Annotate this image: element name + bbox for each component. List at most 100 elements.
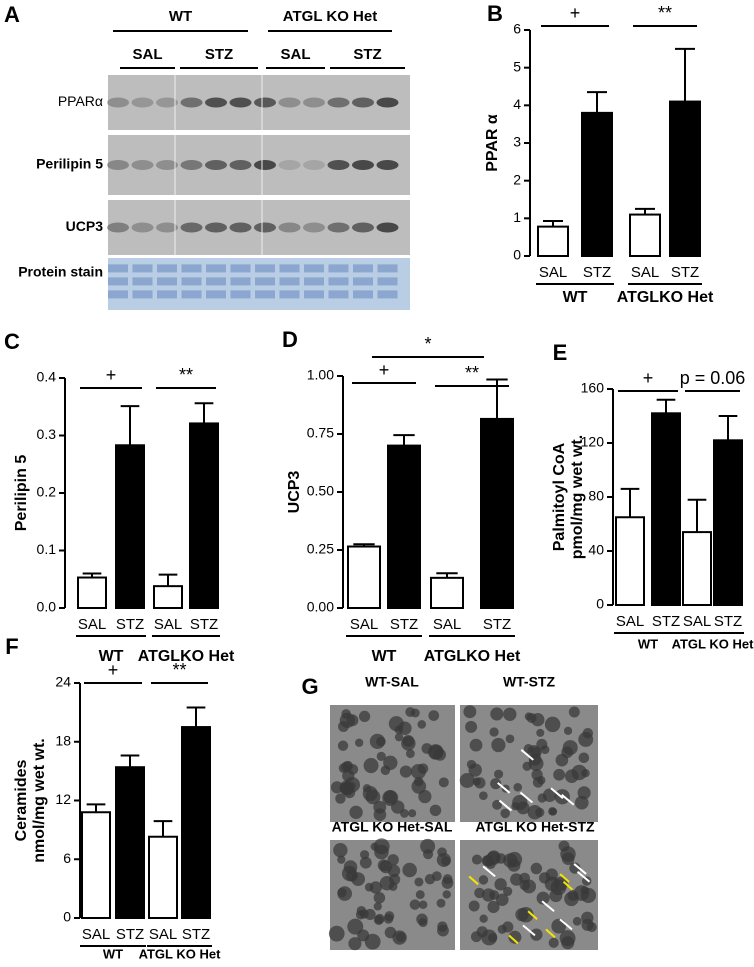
significance-label: +	[108, 660, 119, 680]
x-tick-label: STZ	[671, 264, 699, 281]
mitochondrion	[373, 902, 382, 911]
mitochondrion	[530, 862, 543, 875]
x-tick-label: STZ	[116, 616, 144, 633]
arrow	[520, 749, 534, 761]
arrow	[519, 791, 534, 804]
blot-row-label: UCP3	[66, 218, 104, 234]
mitochondrion	[328, 925, 345, 942]
bar	[713, 439, 743, 606]
stain-band	[108, 264, 128, 273]
mitochondrion	[569, 862, 581, 874]
y-tick-label: 0.50	[307, 483, 334, 499]
y-tick-label: 6	[63, 850, 71, 866]
y-tick-label: 120	[581, 434, 605, 450]
mitochondrion	[586, 922, 597, 933]
mitochondrion	[505, 734, 515, 744]
panel-letter: D	[282, 327, 298, 352]
mitochondrion	[364, 882, 374, 892]
mitochondrion	[428, 710, 440, 721]
bar	[181, 726, 211, 919]
group-label: ATGLKO Het	[617, 289, 714, 306]
micrograph-label: WT-SAL	[365, 674, 419, 690]
mitochondrion	[374, 844, 389, 860]
mitochondrion	[468, 763, 482, 777]
mitochondrion	[516, 801, 530, 815]
mitochondrion	[536, 891, 550, 905]
bar	[347, 545, 381, 610]
y-tick-label: 0.25	[307, 541, 334, 557]
stain-band	[328, 264, 349, 273]
stain-band	[377, 277, 398, 286]
mitochondrion	[496, 893, 509, 907]
y-axis-label: Palmitoyl CoA	[551, 442, 568, 551]
x-tick-label: STZ	[583, 264, 611, 281]
significance-label: **	[465, 363, 479, 383]
mitochondrion	[398, 721, 412, 736]
arrow	[559, 918, 573, 931]
blot-band	[303, 160, 325, 170]
stain-band	[255, 277, 275, 286]
mitochondrion	[335, 793, 346, 804]
mitochondrion	[530, 928, 543, 941]
mitochondrion	[380, 765, 391, 776]
mitochondrion	[465, 720, 478, 733]
blot-band	[180, 222, 203, 233]
y-tick-label: 4	[513, 96, 521, 112]
stain-band	[108, 277, 128, 286]
bar	[115, 766, 145, 919]
stain-band	[353, 290, 373, 299]
x-tick-label: SAL	[539, 264, 567, 281]
mitochondrion	[359, 856, 372, 869]
bar	[430, 576, 464, 610]
mitochondrion	[497, 924, 507, 934]
stain-band	[328, 290, 349, 299]
blot-band	[205, 97, 227, 108]
panel-letter: A	[4, 2, 20, 27]
blot-band	[352, 97, 374, 108]
mitochondrion	[409, 899, 421, 910]
arrow	[468, 875, 479, 886]
arrow	[541, 900, 555, 913]
blot-band	[376, 97, 399, 108]
blot-band	[180, 97, 203, 108]
mitochondrion	[341, 709, 351, 719]
mitochondrion	[384, 911, 395, 922]
bar	[189, 422, 219, 609]
mitochondrion	[420, 838, 436, 854]
mitochondrion	[337, 855, 346, 864]
significance-label: +	[643, 368, 654, 388]
mitochondrion	[468, 900, 480, 912]
mitochondrion	[472, 777, 481, 786]
stain-band	[377, 264, 398, 273]
mitochondrion	[402, 862, 417, 878]
micrograph-label: WT-STZ	[503, 674, 556, 690]
mitochondrion	[574, 795, 589, 810]
mitochondrion	[544, 716, 561, 733]
panel-letter: F	[5, 634, 18, 659]
arrow	[561, 793, 575, 806]
bar	[387, 444, 421, 609]
mitochondrion	[358, 710, 371, 723]
mitochondrion	[563, 726, 573, 735]
mitochondrion	[531, 769, 543, 781]
mitochondrion	[369, 881, 382, 894]
y-tick-label: 3	[513, 134, 521, 150]
blot-band	[278, 222, 301, 233]
blot-band	[229, 222, 252, 233]
mitochondrion	[343, 860, 358, 874]
blot-row-label: Perilipin 5	[36, 156, 103, 172]
arrow	[482, 865, 496, 878]
mitochondrion	[429, 804, 442, 817]
mitochondrion	[360, 850, 370, 860]
group-label: WT	[103, 946, 123, 961]
y-tick-label: 0.75	[307, 425, 334, 441]
blot-band	[107, 160, 129, 170]
mitochondrion	[500, 808, 510, 819]
stain-band	[132, 290, 153, 299]
arrow	[573, 863, 587, 875]
mitochondrion	[469, 738, 483, 752]
x-tick-label: STZ	[116, 926, 144, 943]
mitochondrion	[337, 888, 347, 898]
stain-band	[157, 290, 177, 299]
blot-band	[131, 97, 154, 108]
